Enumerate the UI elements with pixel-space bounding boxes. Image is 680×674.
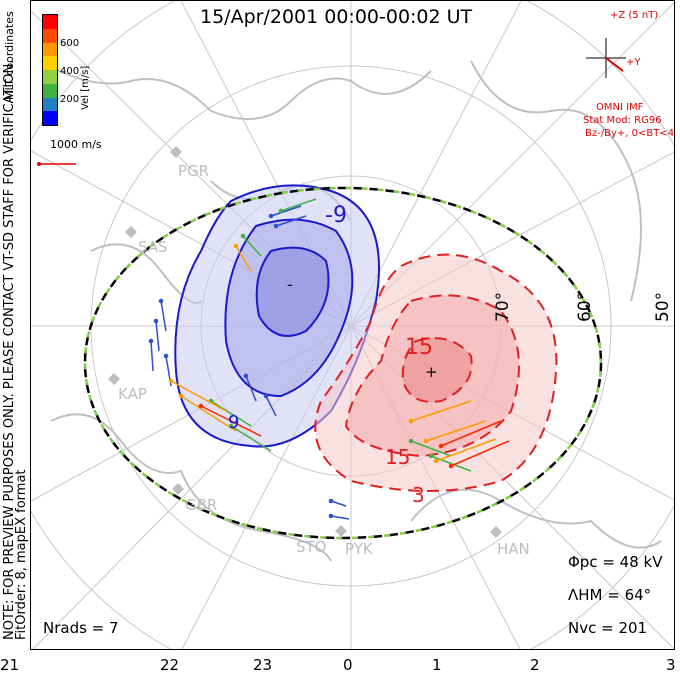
colorbar-segment: [43, 70, 57, 84]
station-pgr: PGR: [178, 162, 210, 180]
mlt-tick-1: 1: [432, 656, 442, 674]
colorbar-label: Vel [m/s]: [80, 65, 91, 110]
latitude-label-50: 50°: [653, 291, 673, 322]
velocity-vectors: [148, 198, 510, 520]
colorbar-segment: [43, 42, 57, 57]
contour-label-minus9: -9: [325, 203, 347, 228]
colorbar-tick-400: 400: [60, 66, 80, 77]
colorbar-segment: [43, 15, 57, 29]
imf-condition: Bz-/By+, 0<BT<4: [585, 128, 675, 139]
station-gbr: GBR: [185, 496, 218, 514]
contour-label-9: 9: [228, 412, 240, 433]
vector-count: Nvc = 201: [568, 619, 648, 637]
mlt-tick-23: 23: [253, 656, 273, 674]
latitude-label-60: 60°: [575, 291, 595, 322]
dusk-cell: [174, 184, 380, 448]
latitude-label-70: 70°: [493, 291, 513, 322]
contour-label-15-bottom: 15: [385, 445, 411, 469]
mlt-tick-22: 22: [160, 656, 180, 674]
convection-map: [30, 0, 675, 650]
station-sas: SAS: [138, 238, 168, 256]
station-kap: KAP: [118, 385, 147, 403]
station-han: HAN: [497, 540, 530, 558]
colorbar-segment: [43, 83, 57, 98]
imf-model: Stat Mod: RG96: [583, 115, 662, 126]
mlt-tick-21: 21: [0, 656, 20, 674]
imf-y-label: +Y: [626, 57, 641, 68]
contour-label-minimum: -: [287, 275, 293, 294]
mlt-tick-2: 2: [530, 656, 540, 674]
imf-vector: [605, 57, 624, 72]
scale-vector-origin: [37, 162, 41, 166]
colorbar-segment: [43, 28, 57, 43]
colorbar-tick-200: 200: [60, 94, 80, 105]
page-title: 15/Apr/2001 00:00-00:02 UT: [200, 6, 473, 28]
scale-label: 1000 m/s: [50, 138, 102, 151]
cross-polar-potential: Φpc = 48 kV: [568, 553, 663, 571]
colorbar-segment: [43, 111, 57, 125]
contour-label-maximum: +: [425, 363, 438, 381]
station-markers: [108, 146, 502, 538]
colorbar-segment: [43, 56, 57, 70]
station-pyk: PYK: [345, 540, 373, 558]
mlt-tick-3: 3: [666, 656, 676, 674]
imf-source: OMNI IMF: [596, 102, 644, 113]
contour-label-15-top: 15: [405, 335, 433, 360]
imf-z-label: +Z (5 nT): [610, 10, 659, 21]
contour-label-3: 3: [412, 483, 425, 507]
dawn-cell: [314, 253, 558, 492]
fit-order-note: FitOrder: 8, mapEX format: [14, 469, 29, 640]
velocity-colorbar: [42, 14, 58, 126]
map-graphic: [31, 1, 674, 649]
colorbar-tick-600: 600: [60, 38, 80, 49]
radar-count: Nrads = 7: [43, 619, 119, 637]
mlt-tick-0: 0: [343, 656, 353, 674]
heppner-maynard-latitude: ΛHM = 64°: [568, 586, 652, 604]
heppner-maynard-boundary-overlay: [83, 186, 603, 540]
station-sto: STO: [296, 538, 327, 556]
colorbar-segment: [43, 97, 57, 112]
